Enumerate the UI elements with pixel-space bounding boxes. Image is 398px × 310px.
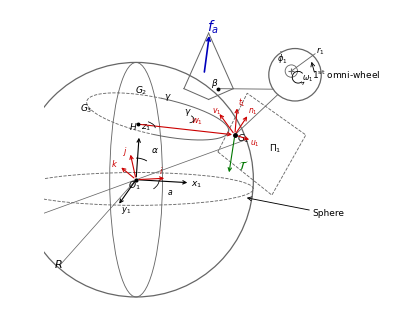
Text: $t_1$: $t_1$ [238, 97, 246, 109]
Text: $f_a$: $f_a$ [207, 19, 219, 36]
Text: $\gamma$: $\gamma$ [184, 107, 192, 118]
Text: $\Pi_1$: $\Pi_1$ [269, 143, 281, 155]
Text: $\alpha$: $\alpha$ [151, 145, 159, 154]
Text: $G_3$: $G_3$ [80, 103, 92, 115]
Text: $\dot{\phi}_1$: $\dot{\phi}_1$ [277, 50, 288, 66]
Text: $w_1$: $w_1$ [191, 116, 203, 127]
Text: $G_2$: $G_2$ [135, 84, 148, 97]
Text: $i$: $i$ [159, 165, 164, 176]
Text: $O_1$: $O_1$ [128, 179, 141, 192]
Text: $H$: $H$ [129, 121, 138, 132]
Text: $r_1$: $r_1$ [316, 45, 324, 57]
Text: $\gamma$: $\gamma$ [164, 92, 172, 103]
Text: $u_1$: $u_1$ [250, 139, 260, 149]
Text: $1^{\rm st}$ omni-wheel: $1^{\rm st}$ omni-wheel [312, 69, 380, 81]
Text: $\beta$: $\beta$ [211, 77, 219, 90]
Text: $\omega_1$: $\omega_1$ [302, 74, 313, 84]
Text: $a$: $a$ [167, 188, 173, 197]
Text: $x_1$: $x_1$ [191, 179, 202, 190]
Text: $R$: $R$ [54, 258, 63, 270]
Text: $\mathcal{T}$: $\mathcal{T}$ [238, 161, 248, 173]
Text: Sphere: Sphere [312, 209, 344, 218]
Text: $k$: $k$ [111, 158, 118, 169]
Text: $y_1$: $y_1$ [121, 205, 131, 216]
Text: $n_1$: $n_1$ [248, 107, 258, 117]
Text: $z_1$: $z_1$ [141, 123, 151, 133]
Text: $G_1$: $G_1$ [237, 133, 250, 145]
Text: $j$: $j$ [123, 145, 129, 158]
Text: $v_1$: $v_1$ [212, 106, 221, 117]
